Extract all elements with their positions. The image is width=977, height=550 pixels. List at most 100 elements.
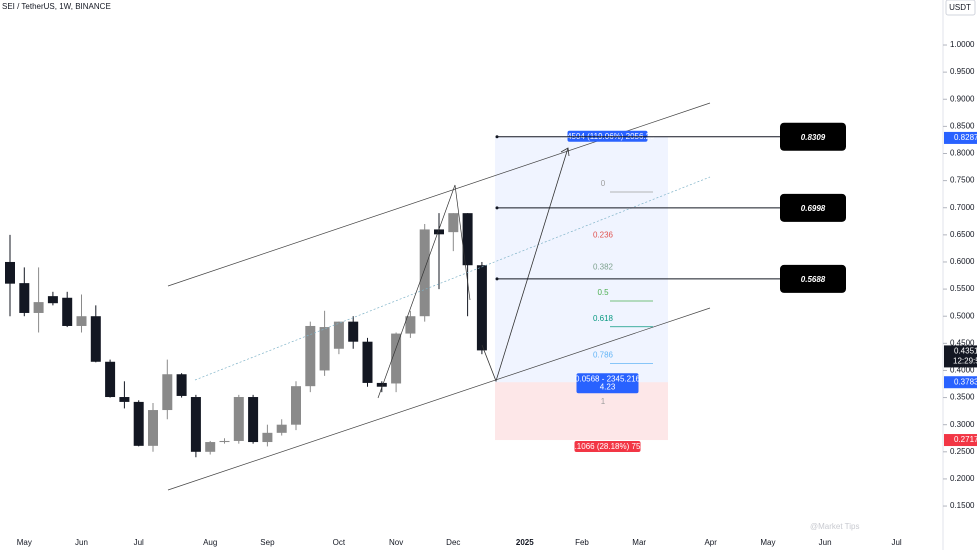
zigzag [377, 184, 471, 399]
candle-body [405, 316, 416, 334]
candle-body [319, 327, 330, 371]
candle-body [47, 296, 58, 304]
x-tick-label: Jun [75, 538, 88, 547]
fib-label: 0.382 [593, 262, 614, 271]
channel-lower [167, 307, 711, 491]
y-tick-label: 0.8500 [950, 121, 975, 130]
candle-body [119, 397, 130, 402]
y-tick-label: 0.7000 [950, 203, 975, 212]
y-tick-label: 0.1500 [950, 501, 975, 510]
y-tick-label: 0.6500 [950, 230, 975, 239]
y-tick-label: 0.2000 [950, 474, 975, 483]
fib-label: 0.236 [593, 231, 614, 240]
projection [481, 147, 569, 383]
arrowhead [560, 147, 570, 157]
candle-body [391, 333, 402, 384]
candle-body [376, 382, 387, 387]
candle-body [5, 261, 15, 284]
stop-text: 0.1066 (28.18%) 750 [570, 442, 645, 451]
x-tick-label: Dec [446, 538, 460, 547]
candle-body [333, 321, 344, 349]
ratio: 4.23 [600, 382, 616, 391]
candle-body [462, 213, 473, 266]
fib-label: 0.786 [593, 350, 614, 359]
candle-body [76, 316, 87, 326]
candle-body [148, 410, 158, 446]
price-tag-label: 0.4351 [954, 347, 977, 356]
price-tag [944, 376, 977, 389]
target-label-box [780, 122, 846, 151]
target-label-box [780, 264, 846, 293]
x-tick-label: Jul [891, 538, 901, 547]
price-tag-time: 12:29:5 [953, 357, 977, 366]
target-label: 0.5688 [801, 275, 826, 284]
candle-body [291, 386, 301, 425]
price-tag-label: 0.8287 [954, 133, 977, 142]
x-tick-label: May [760, 538, 775, 547]
y-tick-label: 0.3500 [950, 393, 975, 402]
price-tag [944, 434, 977, 447]
price-tag-label: 0.3783 [954, 377, 977, 386]
candle-body [133, 401, 144, 446]
candle-body [176, 374, 187, 396]
y-tick-label: 0.7500 [950, 176, 975, 185]
candle-body [19, 283, 30, 313]
candle-body [305, 325, 316, 387]
y-tick-label: 0.5000 [950, 311, 975, 320]
candle-body [105, 361, 116, 398]
candle-body [162, 374, 173, 411]
fib-label: 0 [601, 179, 606, 188]
y-tick-label: 0.9500 [950, 67, 975, 76]
channel-mid [194, 176, 711, 381]
candle-body [219, 440, 230, 443]
candle-body [205, 442, 216, 452]
candle-body [33, 302, 44, 313]
y-tick-label: 0.6000 [950, 257, 975, 266]
x-tick-label: Jun [819, 538, 832, 547]
fib-label: 0.618 [593, 314, 614, 323]
candle-body [362, 341, 373, 383]
x-tick-label: Jul [134, 538, 144, 547]
x-tick-label: 2025 [516, 538, 534, 547]
x-tick-label: May [17, 538, 32, 547]
price-tag [944, 131, 977, 144]
candle-body [434, 229, 444, 235]
x-tick-label: Aug [203, 538, 217, 547]
price-tag [944, 345, 977, 368]
candle-body [190, 397, 201, 452]
y-tick-label: 0.8000 [950, 149, 975, 158]
candle-body [262, 432, 273, 443]
y-tick-label: 0.9000 [950, 94, 975, 103]
candle-body [476, 265, 487, 351]
y-tick-label: 0.4000 [950, 366, 975, 375]
stop-tag [574, 441, 641, 453]
target-label-box [780, 193, 846, 222]
fib-label: 1 [601, 397, 606, 406]
candle-body [62, 297, 73, 326]
entry-text: 0.0568 - 2345.216 [575, 374, 640, 383]
target-label: 0.8309 [801, 133, 826, 142]
candle-body [448, 213, 459, 233]
currency-box [945, 0, 976, 16]
entry-tag [576, 373, 639, 394]
fib-label: 0.5 [597, 288, 609, 297]
price-tag-label: 0.2717 [954, 435, 977, 444]
y-tick-label: 0.3000 [950, 420, 975, 429]
candle-body [248, 397, 259, 443]
candle-body [348, 321, 359, 342]
x-tick-label: Mar [632, 538, 646, 547]
candle-body [90, 316, 101, 362]
x-tick-label: Sep [260, 538, 275, 547]
candle-body [419, 229, 430, 317]
target-label: 0.6998 [801, 204, 826, 213]
x-tick-label: Feb [575, 538, 589, 547]
candle-body [276, 424, 287, 433]
y-tick-label: 1.0000 [950, 40, 975, 49]
candle-body [233, 397, 244, 441]
x-tick-label: Oct [333, 538, 346, 547]
currency: USDT [949, 3, 971, 12]
y-tick-label: 0.4500 [950, 338, 975, 347]
x-tick-label: Apr [704, 538, 717, 547]
y-tick-label: 0.5500 [950, 284, 975, 293]
